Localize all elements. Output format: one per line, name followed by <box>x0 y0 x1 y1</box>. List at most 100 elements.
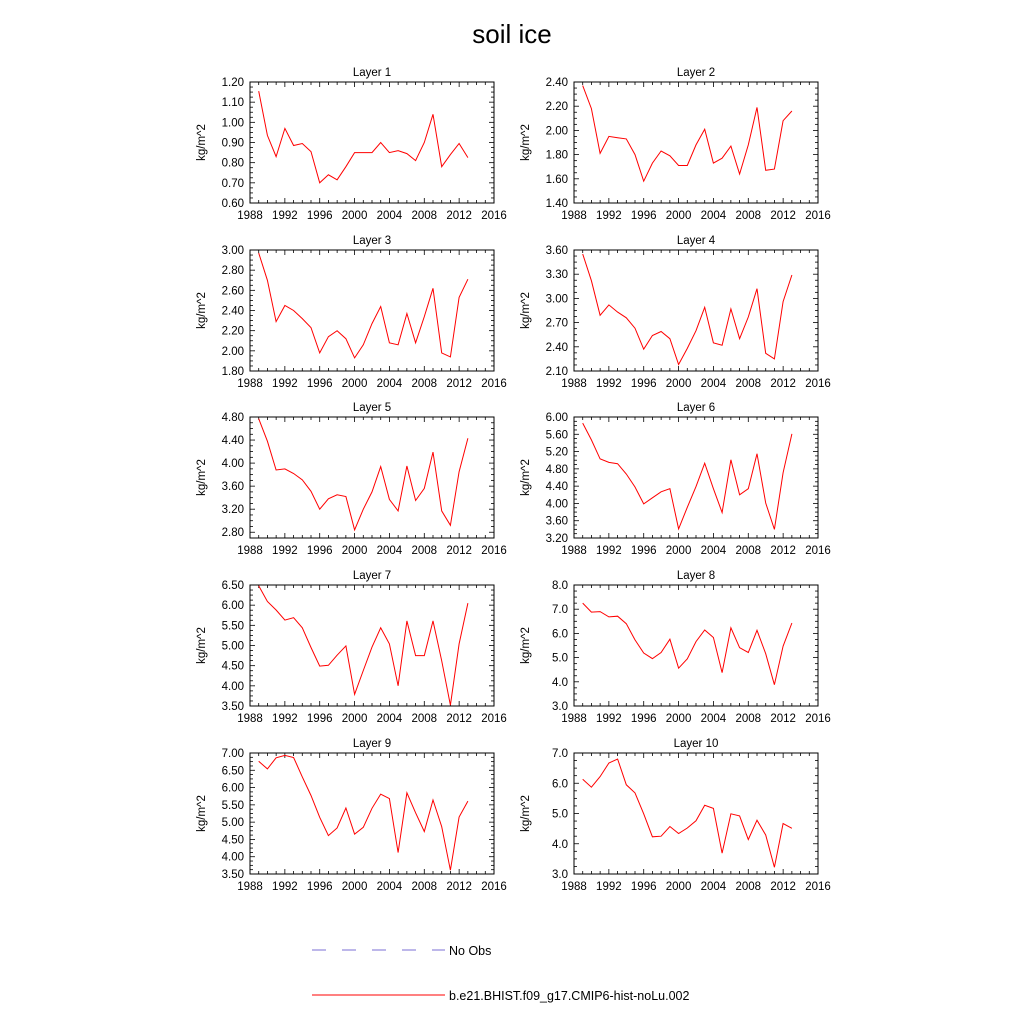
y-tick-label: 1.60 <box>546 174 568 186</box>
panel-title: Layer 1 <box>353 67 391 79</box>
y-tick-label: 3.00 <box>546 293 568 305</box>
series-line-model <box>258 418 469 532</box>
panel-layer-4: Layer 4 1988 1992 1996 2000 2004 2008 2012 2016 2… <box>520 235 831 390</box>
y-tick-label: 3.30 <box>546 269 568 281</box>
y-tick-label: 3.00 <box>222 245 244 257</box>
x-tick-label: 2000 <box>342 713 368 725</box>
y-tick-label: 5.50 <box>222 620 244 632</box>
y-axis-label: kg/m^2 <box>196 627 208 664</box>
x-tick-label: 1988 <box>237 210 263 222</box>
y-tick-label: 3.60 <box>546 516 568 528</box>
y-tick-label: 5.50 <box>222 800 244 812</box>
x-tick-label: 2012 <box>446 881 472 893</box>
y-tick-label: 2.20 <box>546 101 568 113</box>
panel-layer-2: Layer 2 1988 1992 1996 2000 2004 2008 2012 2016 1… <box>520 67 831 222</box>
y-tick-label: 4.50 <box>222 834 244 846</box>
x-tick-label: 1992 <box>272 545 298 557</box>
y-tick-label: 6.0 <box>552 778 568 790</box>
x-tick-label: 1988 <box>237 713 263 725</box>
x-tick-label: 1992 <box>596 881 622 893</box>
y-tick-label: 2.40 <box>546 77 568 89</box>
series-line-model <box>582 422 793 531</box>
x-tick-label: 1988 <box>561 210 587 222</box>
x-tick-label: 1988 <box>561 545 587 557</box>
y-tick-label: 7.0 <box>552 748 568 760</box>
x-tick-label: 2012 <box>770 713 796 725</box>
x-tick-label: 2008 <box>411 881 437 893</box>
legend-model-label: b.e21.BHIST.f09_g17.CMIP6-hist-noLu.002 <box>449 989 689 1003</box>
x-tick-label: 2004 <box>377 713 403 725</box>
x-tick-label: 2016 <box>481 210 507 222</box>
y-tick-label: 4.0 <box>552 839 568 851</box>
x-tick-label: 2000 <box>342 881 368 893</box>
panel-title: Layer 9 <box>353 738 391 750</box>
panel-layer-5: Layer 5 1988 1992 1996 2000 2004 2008 2012 2016 2… <box>196 402 507 557</box>
x-tick-label: 2008 <box>735 545 761 557</box>
panel-layer-8: Layer 8 1988 1992 1996 2000 2004 2008 2012 2016 3… <box>520 570 831 725</box>
y-tick-label: 2.00 <box>222 346 244 358</box>
x-tick-label: 2016 <box>805 378 831 390</box>
y-tick-label: 5.00 <box>222 641 244 653</box>
series-line-model <box>582 253 793 366</box>
y-tick-label: 8.0 <box>552 580 568 592</box>
x-tick-label: 1992 <box>272 881 298 893</box>
y-tick-label: 1.80 <box>546 150 568 162</box>
series-line-model <box>582 602 793 685</box>
y-tick-label: 3.50 <box>222 869 244 881</box>
x-tick-label: 1992 <box>596 210 622 222</box>
y-tick-label: 7.00 <box>222 748 244 760</box>
y-tick-label: 4.00 <box>222 852 244 864</box>
x-tick-label: 1992 <box>272 210 298 222</box>
y-tick-label: 6.00 <box>222 600 244 612</box>
y-tick-label: 6.0 <box>552 628 568 640</box>
y-tick-label: 3.60 <box>222 481 244 493</box>
x-tick-label: 2016 <box>481 881 507 893</box>
plot-frame <box>573 81 819 204</box>
y-tick-label: 2.70 <box>546 318 568 330</box>
y-tick-label: 0.90 <box>222 138 244 150</box>
x-tick-label: 2008 <box>735 378 761 390</box>
x-tick-label: 2000 <box>342 210 368 222</box>
y-tick-label: 3.0 <box>552 701 568 713</box>
y-tick-label: 6.50 <box>222 580 244 592</box>
y-tick-label: 6.00 <box>546 412 568 424</box>
x-tick-label: 2012 <box>770 545 796 557</box>
x-tick-label: 2004 <box>377 378 403 390</box>
x-tick-label: 1988 <box>561 713 587 725</box>
series-line-model <box>258 754 469 871</box>
series-line-model <box>258 91 469 184</box>
legend-obs-label: No Obs <box>449 944 491 958</box>
plot-frame <box>573 752 819 875</box>
x-tick-label: 1996 <box>631 545 657 557</box>
plot-frame <box>573 584 819 707</box>
panel-title: Layer 7 <box>353 570 391 582</box>
y-tick-label: 5.00 <box>222 817 244 829</box>
x-tick-label: 1996 <box>307 881 333 893</box>
x-tick-label: 2000 <box>666 545 692 557</box>
y-axis-label: kg/m^2 <box>520 292 532 329</box>
y-tick-label: 4.80 <box>222 412 244 424</box>
y-tick-label: 2.40 <box>222 306 244 318</box>
y-axis-label: kg/m^2 <box>196 459 208 496</box>
x-tick-label: 1996 <box>631 378 657 390</box>
x-tick-label: 1996 <box>307 545 333 557</box>
panel-title: Layer 4 <box>677 235 716 247</box>
panel-layer-1: Layer 1 1988 1992 1996 2000 2004 2008 2012 2016 0… <box>196 67 507 222</box>
x-tick-label: 1996 <box>307 713 333 725</box>
y-tick-label: 4.0 <box>552 677 568 689</box>
panel-layer-7: Layer 7 1988 1992 1996 2000 2004 2008 2012 2016 3… <box>196 570 507 725</box>
y-tick-label: 2.00 <box>546 125 568 137</box>
y-tick-label: 4.00 <box>222 681 244 693</box>
x-tick-label: 2008 <box>411 378 437 390</box>
x-tick-label: 2004 <box>701 713 727 725</box>
panel-layer-6: Layer 6 1988 1992 1996 2000 2004 2008 2012 2016 3… <box>520 402 831 557</box>
y-tick-label: 3.20 <box>546 533 568 545</box>
x-tick-label: 2012 <box>446 545 472 557</box>
y-tick-label: 0.60 <box>222 198 244 210</box>
x-tick-label: 1996 <box>631 713 657 725</box>
x-tick-label: 2004 <box>377 545 403 557</box>
y-tick-label: 2.60 <box>222 285 244 297</box>
x-tick-label: 1992 <box>596 545 622 557</box>
x-tick-label: 2012 <box>446 378 472 390</box>
